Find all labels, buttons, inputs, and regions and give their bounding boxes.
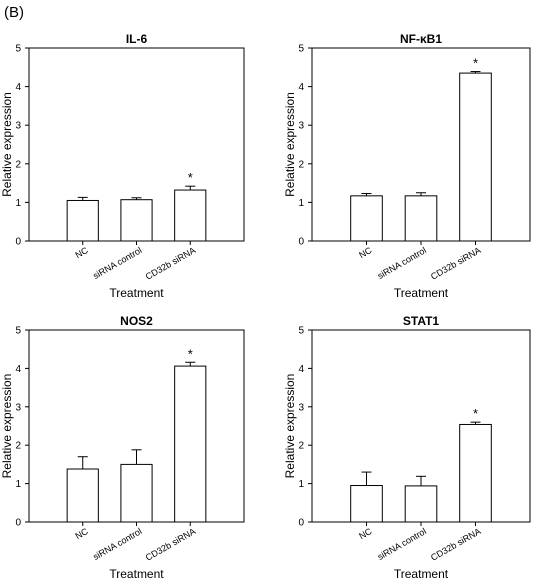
y-tick-label: 1 xyxy=(15,479,21,490)
y-tick-label: 5 xyxy=(298,326,304,337)
significance-marker: * xyxy=(188,170,193,185)
chart-title: NF-κB1 xyxy=(400,32,442,46)
y-tick-label: 3 xyxy=(15,402,21,413)
y-tick-label: 4 xyxy=(298,364,304,375)
x-tick-label: CD32b siRNA xyxy=(144,526,198,563)
bar xyxy=(174,365,207,523)
y-tick-label: 3 xyxy=(298,121,304,132)
x-tick-label: CD32b siRNA xyxy=(429,526,483,563)
y-tick-label: 2 xyxy=(298,159,304,170)
y-axis-label: Relative expression xyxy=(283,92,297,197)
y-tick-label: 1 xyxy=(15,198,21,209)
x-tick-label: NC xyxy=(73,245,90,260)
y-tick-label: 4 xyxy=(15,82,21,93)
chart-0: IL-6 0 1 2 3 4 5 Relative expression NC siRNA con… xyxy=(0,32,245,300)
bar xyxy=(459,72,492,242)
y-axis-label: Relative expression xyxy=(0,374,14,479)
chart-2: NOS2 0 1 2 3 4 5 Relative expression NC siRNA con… xyxy=(0,314,245,581)
chart-title: STAT1 xyxy=(403,314,440,328)
chart-3: STAT1 0 1 2 3 4 5 Relative expression NC siRNA co… xyxy=(283,314,531,581)
bar xyxy=(66,199,99,242)
y-axis-label: Relative expression xyxy=(283,374,297,479)
bar xyxy=(66,468,99,523)
bar xyxy=(120,199,153,242)
chart-title: IL-6 xyxy=(126,32,148,46)
y-tick-label: 5 xyxy=(15,326,21,337)
y-axis-label: Relative expression xyxy=(0,92,14,197)
bar xyxy=(174,189,207,242)
y-tick-label: 2 xyxy=(298,441,304,452)
x-tick-label: siRNA control xyxy=(91,526,143,562)
y-tick-label: 1 xyxy=(298,479,304,490)
x-tick-label: NC xyxy=(357,526,374,541)
x-tick-label: siRNA control xyxy=(91,245,143,281)
y-tick-label: 3 xyxy=(298,402,304,413)
y-tick-label: 5 xyxy=(15,44,21,55)
x-tick-label: CD32b siRNA xyxy=(429,245,483,282)
y-tick-label: 4 xyxy=(15,364,21,375)
x-tick-label: CD32b siRNA xyxy=(144,245,198,282)
y-tick-label: 4 xyxy=(298,82,304,93)
y-tick-label: 0 xyxy=(15,237,21,248)
y-tick-label: 0 xyxy=(298,237,304,248)
y-tick-label: 1 xyxy=(298,198,304,209)
y-tick-label: 3 xyxy=(15,121,21,132)
x-tick-label: siRNA control xyxy=(376,526,428,562)
y-tick-label: 2 xyxy=(15,441,21,452)
significance-marker: * xyxy=(473,406,478,421)
bar xyxy=(404,485,438,523)
x-tick-label: siRNA control xyxy=(376,245,428,281)
y-tick-label: 5 xyxy=(298,44,304,55)
x-tick-label: NC xyxy=(73,526,90,541)
chart-title: NOS2 xyxy=(120,314,153,328)
x-axis-label: Treatment xyxy=(394,567,449,581)
chart-1: NF-κB1 0 1 2 3 4 5 Relative expression NC siRNA c… xyxy=(283,32,531,300)
x-axis-label: Treatment xyxy=(109,286,164,300)
x-axis-label: Treatment xyxy=(109,567,164,581)
bar xyxy=(404,195,438,242)
bar xyxy=(459,423,492,523)
significance-marker: * xyxy=(188,346,193,361)
significance-marker: * xyxy=(473,56,478,71)
figure-panel-label: (B) xyxy=(4,4,24,21)
y-tick-label: 2 xyxy=(15,159,21,170)
y-tick-label: 0 xyxy=(15,518,21,529)
bar xyxy=(350,485,383,523)
y-tick-label: 0 xyxy=(298,518,304,529)
bar xyxy=(350,195,383,242)
x-axis-label: Treatment xyxy=(394,286,449,300)
x-tick-label: NC xyxy=(357,245,374,260)
bar xyxy=(120,463,153,523)
